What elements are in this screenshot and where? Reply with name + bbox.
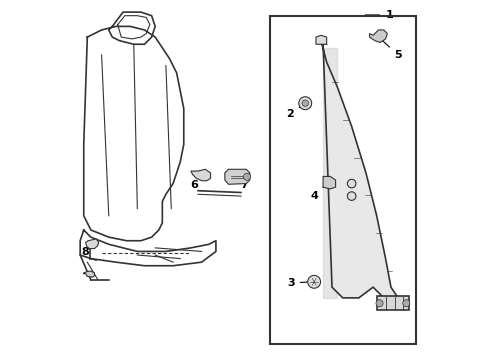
Circle shape bbox=[402, 300, 409, 307]
Polygon shape bbox=[83, 271, 94, 277]
Circle shape bbox=[302, 100, 308, 107]
Text: 5: 5 bbox=[378, 37, 401, 60]
Polygon shape bbox=[323, 176, 335, 189]
Text: 7: 7 bbox=[232, 178, 247, 190]
Text: 1: 1 bbox=[365, 10, 392, 20]
Polygon shape bbox=[321, 44, 397, 309]
Circle shape bbox=[307, 275, 320, 288]
Circle shape bbox=[346, 179, 355, 188]
Polygon shape bbox=[315, 35, 326, 44]
Text: 2: 2 bbox=[286, 105, 303, 119]
Polygon shape bbox=[369, 30, 386, 42]
Polygon shape bbox=[376, 296, 408, 310]
Bar bbox=[269, 16, 415, 344]
Circle shape bbox=[346, 192, 355, 201]
Text: 8: 8 bbox=[81, 244, 90, 257]
Text: 4: 4 bbox=[309, 184, 326, 201]
Circle shape bbox=[243, 173, 250, 180]
Text: 3: 3 bbox=[286, 278, 311, 288]
Polygon shape bbox=[85, 239, 99, 249]
Polygon shape bbox=[190, 169, 210, 181]
Polygon shape bbox=[224, 169, 249, 184]
Circle shape bbox=[298, 97, 311, 110]
Text: 6: 6 bbox=[190, 176, 203, 190]
Circle shape bbox=[375, 300, 382, 307]
